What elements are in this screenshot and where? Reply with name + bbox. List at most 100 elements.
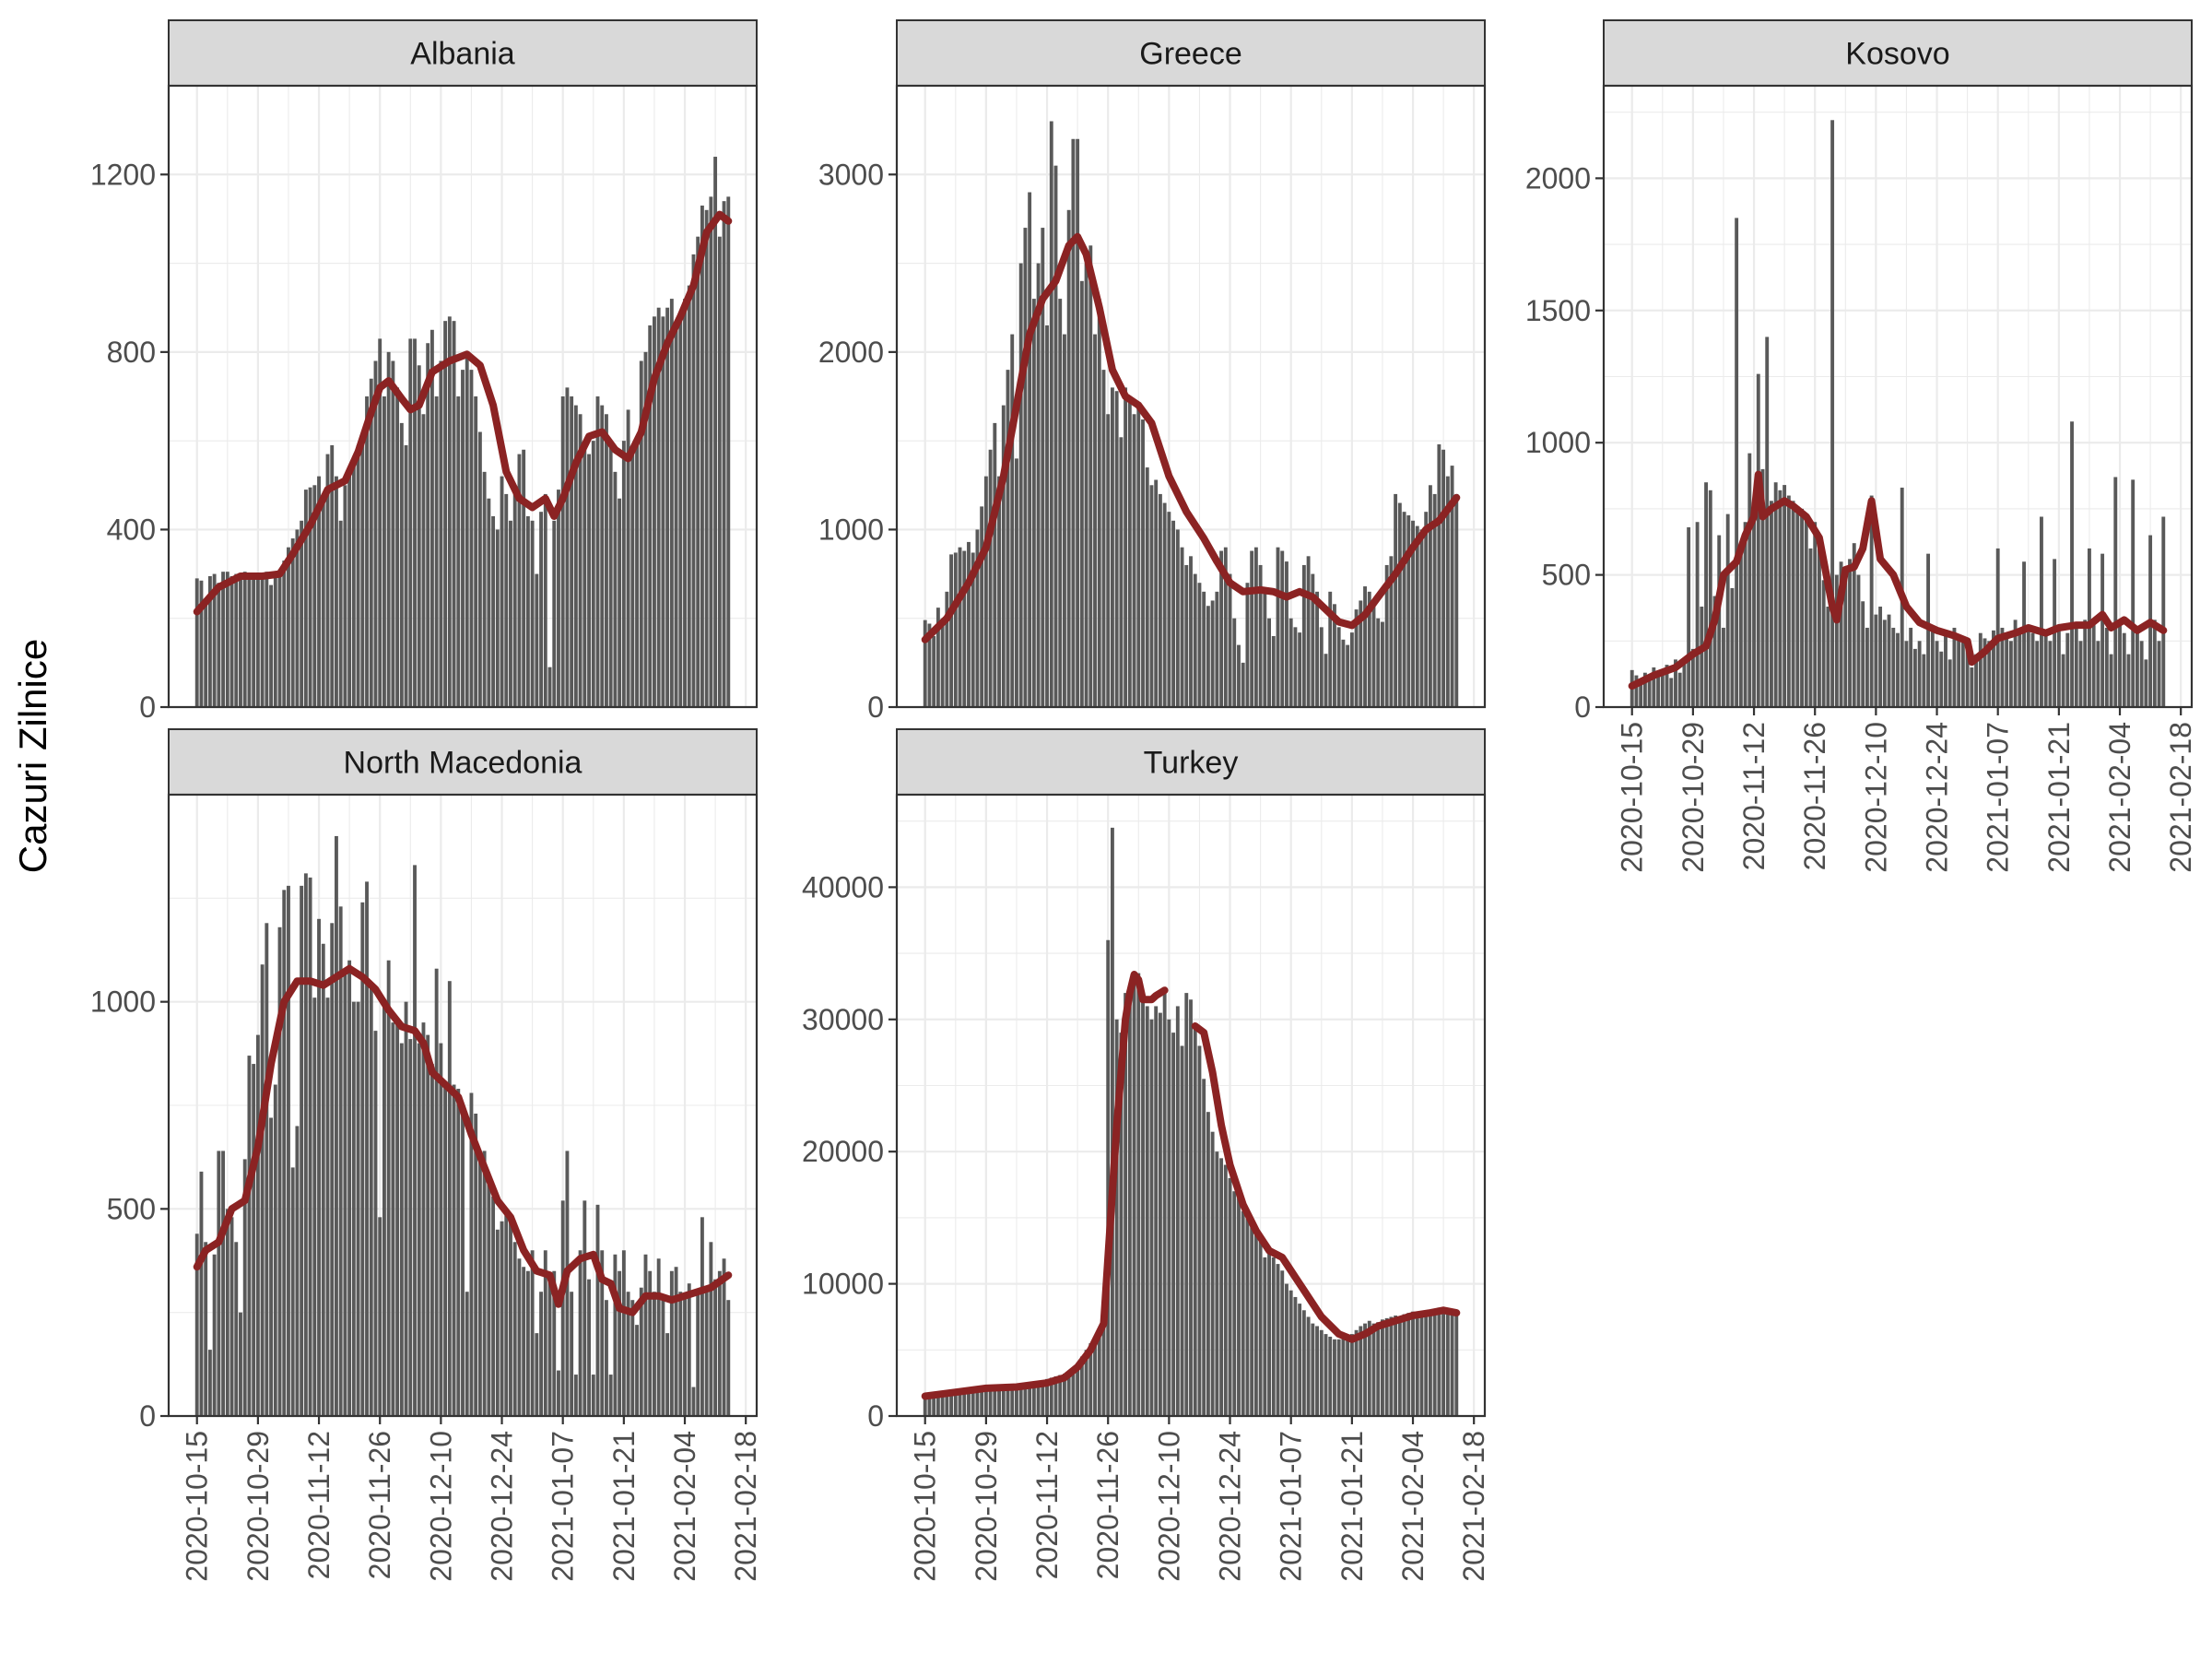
bar	[1786, 495, 1791, 707]
bar	[1454, 493, 1459, 707]
x-tick-label: 2021-02-04	[668, 1431, 701, 1582]
x-tick-label: 2021-02-18	[729, 1431, 762, 1582]
bar	[2035, 641, 2040, 707]
bar	[1367, 591, 1371, 707]
bar	[605, 414, 608, 707]
bar	[312, 485, 317, 707]
bar	[1110, 827, 1114, 1416]
bar	[351, 1001, 356, 1416]
bar	[988, 1386, 993, 1416]
bar	[1359, 600, 1363, 707]
x-tick-label: 2020-10-29	[241, 1431, 275, 1582]
bar	[1328, 591, 1333, 707]
bar	[700, 1217, 704, 1416]
bar	[1049, 121, 1053, 707]
bar	[443, 1084, 448, 1416]
bar	[2000, 627, 2005, 707]
bar	[469, 370, 474, 707]
bar	[1336, 627, 1341, 707]
bar	[696, 236, 700, 707]
bar	[648, 1270, 653, 1416]
bar	[1856, 574, 1861, 707]
bar	[1058, 299, 1063, 707]
bar	[1887, 614, 1891, 707]
x-tick-label: 2020-12-10	[424, 1431, 457, 1582]
strip-greece	[896, 19, 1486, 87]
bar	[997, 476, 1001, 707]
bar	[439, 1043, 443, 1416]
bar	[997, 1386, 1001, 1416]
strip-north-macedonia	[168, 728, 758, 796]
bar	[1848, 559, 1852, 707]
bar	[295, 529, 300, 707]
bar	[1389, 556, 1394, 707]
bar	[408, 338, 413, 707]
x-tick-label: 2020-11-26	[1798, 722, 1831, 870]
trend-line-albania	[193, 210, 733, 616]
bar	[618, 498, 622, 707]
bar	[247, 1056, 252, 1416]
bar	[1930, 627, 1935, 707]
x-tick-label: 2021-02-18	[2164, 722, 2197, 873]
bar	[1349, 632, 1354, 707]
x-tick-label: 2021-01-21	[1335, 1431, 1369, 1582]
bar	[539, 1292, 544, 1416]
bar	[635, 1325, 639, 1416]
bar	[1324, 1334, 1328, 1416]
y-tick-label: 0	[867, 1399, 884, 1433]
bar	[2018, 632, 2022, 707]
bar	[2096, 641, 2100, 707]
bar	[1223, 547, 1228, 707]
trend-line-turkey	[921, 971, 1461, 1400]
bar	[1175, 1006, 1180, 1416]
bar	[1202, 591, 1206, 707]
bar	[1411, 1311, 1415, 1416]
bar	[1066, 1371, 1071, 1416]
bar	[1041, 228, 1045, 708]
bar	[1071, 1368, 1076, 1416]
bar	[1817, 535, 1821, 707]
bar	[980, 1387, 984, 1416]
bar	[1687, 526, 1691, 707]
bar	[378, 1217, 382, 1416]
bar	[661, 1300, 665, 1416]
bar	[578, 414, 582, 707]
bar	[1634, 675, 1639, 707]
bar	[696, 1292, 700, 1416]
bar	[255, 1034, 260, 1416]
bar	[1079, 280, 1084, 707]
bars-albania	[194, 157, 731, 708]
bar	[2083, 620, 2088, 707]
bar	[557, 490, 560, 707]
bar	[543, 1250, 547, 1416]
bar	[2043, 632, 2048, 707]
bar	[1394, 493, 1398, 707]
bar	[975, 529, 980, 707]
bar	[487, 1179, 491, 1416]
bar	[1865, 627, 1869, 707]
x-tick-label: 2020-10-29	[1677, 722, 1710, 873]
bar	[1023, 228, 1028, 708]
bar	[365, 881, 369, 1416]
bar	[242, 1159, 247, 1416]
bar	[1114, 391, 1119, 707]
bar	[413, 338, 417, 707]
bar	[1036, 263, 1041, 707]
bar	[1402, 1314, 1406, 1416]
bar	[691, 1387, 696, 1416]
bar	[643, 351, 648, 707]
bar	[1770, 501, 1773, 707]
bar	[434, 968, 439, 1416]
x-tick-label: 2021-02-18	[1457, 1431, 1490, 1582]
bar	[565, 387, 570, 707]
bar	[1978, 632, 1983, 707]
bar	[687, 285, 691, 707]
bar	[1389, 1316, 1394, 1416]
bar	[347, 476, 352, 707]
bar	[2005, 632, 2009, 707]
bar	[1271, 1257, 1276, 1416]
bar	[665, 1333, 670, 1416]
bar	[1053, 165, 1058, 707]
